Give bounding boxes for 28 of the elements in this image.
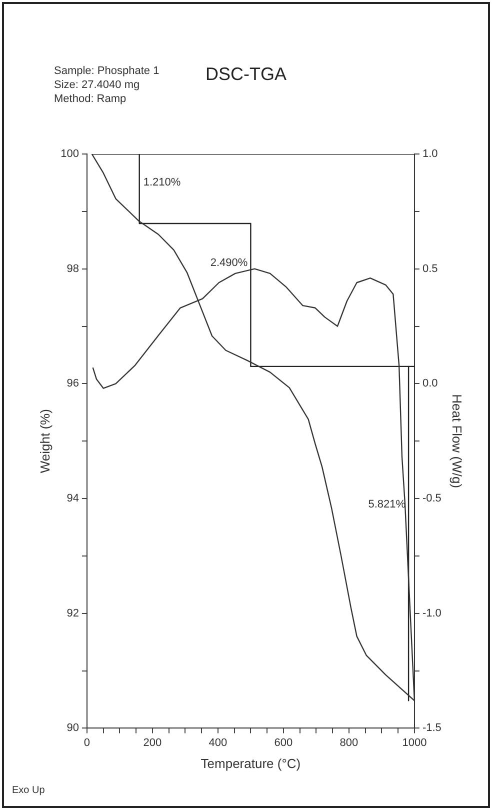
text: Exo Up [12,785,45,796]
y2-tick-label: 0.0 [422,378,438,390]
text: Method: Ramp [54,92,128,106]
annotation: 1.210% [143,176,181,189]
y-tick-label: 94 [66,492,79,505]
y-tick-label: 90 [66,722,79,734]
y2-tick-label: -0.5 [422,492,442,505]
annotation: 2.490% [210,257,248,270]
text: Sample: Phosphate 1 [54,64,160,78]
x-tick-label: 200 [143,736,162,749]
y-tick-label: 98 [66,262,79,275]
x-tick-label: 800 [340,736,358,749]
x-tick-label: 1000 [402,736,427,749]
x-tick-label: 400 [208,736,228,749]
x-axis-title: Temperature (°C) [200,756,301,771]
y2-tick-label: 0.5 [422,262,438,275]
y2-tick-label: -1.0 [422,607,442,620]
x-tick-label: 0 [84,736,90,749]
y-tick-label: 96 [66,378,79,390]
y2-tick-label: 1.0 [422,148,438,160]
y2-tick-label: -1.5 [422,722,442,734]
y-axis-title: Weight (%) [37,409,52,474]
y2-axis-title: Heat Flow (W/g) [450,394,465,488]
text: Size: 27.4040 mg [54,78,141,92]
y-tick-label: 100 [60,148,79,160]
x-tick-label: 600 [274,736,293,749]
chart-title: DSC-TGA [206,64,286,84]
y-tick-label: 92 [66,607,79,620]
